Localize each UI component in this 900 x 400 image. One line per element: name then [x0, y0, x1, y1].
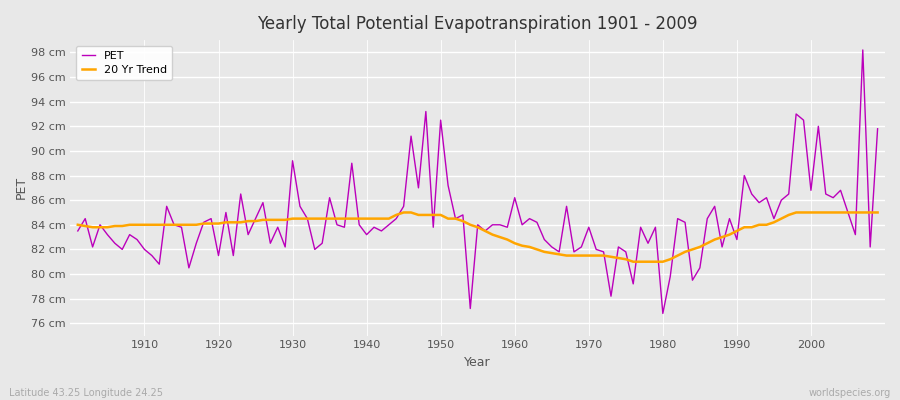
PET: [657, 311, 668, 316]
X-axis label: Year: Year: [464, 356, 491, 369]
PET: [509, 195, 520, 200]
20 Yr Trend: [294, 216, 305, 221]
20 Yr Trend: [509, 241, 520, 246]
20 Yr Trend: [131, 222, 142, 227]
PET: [872, 126, 883, 131]
Text: worldspecies.org: worldspecies.org: [809, 388, 891, 398]
Y-axis label: PET: PET: [15, 176, 28, 200]
Line: PET: PET: [77, 50, 878, 314]
20 Yr Trend: [339, 216, 350, 221]
20 Yr Trend: [72, 222, 83, 227]
PET: [858, 48, 868, 52]
Line: 20 Yr Trend: 20 Yr Trend: [77, 212, 878, 262]
PET: [131, 237, 142, 242]
Legend: PET, 20 Yr Trend: PET, 20 Yr Trend: [76, 46, 173, 80]
20 Yr Trend: [628, 259, 639, 264]
20 Yr Trend: [517, 243, 527, 248]
PET: [598, 250, 609, 254]
20 Yr Trend: [872, 210, 883, 215]
20 Yr Trend: [398, 210, 409, 215]
20 Yr Trend: [606, 254, 616, 259]
PET: [502, 225, 513, 230]
PET: [339, 225, 350, 230]
Text: Latitude 43.25 Longitude 24.25: Latitude 43.25 Longitude 24.25: [9, 388, 163, 398]
PET: [294, 204, 305, 209]
PET: [72, 228, 83, 233]
Title: Yearly Total Potential Evapotranspiration 1901 - 2009: Yearly Total Potential Evapotranspiratio…: [257, 15, 698, 33]
